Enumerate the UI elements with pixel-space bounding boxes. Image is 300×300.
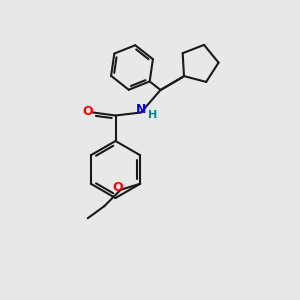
Text: O: O bbox=[82, 105, 93, 118]
Text: N: N bbox=[136, 103, 146, 116]
Text: H: H bbox=[148, 110, 157, 120]
Text: O: O bbox=[112, 181, 123, 194]
